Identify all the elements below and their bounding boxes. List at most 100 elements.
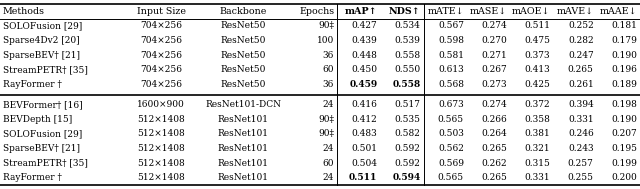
Text: 24: 24 (323, 173, 334, 182)
Text: mAP↑: mAP↑ (345, 7, 378, 16)
Text: 512×1408: 512×1408 (138, 115, 185, 124)
Text: ResNet101: ResNet101 (218, 115, 269, 124)
Text: 0.501: 0.501 (351, 144, 378, 153)
Text: NDS↑: NDS↑ (389, 7, 420, 16)
Text: ResNet101: ResNet101 (218, 144, 269, 153)
Text: 0.207: 0.207 (611, 129, 637, 139)
Text: 0.582: 0.582 (395, 129, 420, 139)
Text: 0.673: 0.673 (438, 100, 464, 109)
Text: 704×256: 704×256 (140, 36, 182, 45)
Text: ResNet101-DCN: ResNet101-DCN (205, 100, 282, 109)
Text: 0.255: 0.255 (568, 173, 594, 182)
Text: 512×1408: 512×1408 (138, 159, 185, 168)
Text: 0.416: 0.416 (351, 100, 378, 109)
Text: 0.273: 0.273 (482, 80, 508, 89)
Text: Methods: Methods (3, 7, 45, 16)
Text: 0.373: 0.373 (525, 50, 550, 60)
Text: 0.321: 0.321 (525, 144, 550, 153)
Text: ResNet50: ResNet50 (221, 50, 266, 60)
Text: 0.196: 0.196 (611, 65, 637, 74)
Text: 0.425: 0.425 (525, 80, 550, 89)
Text: 0.503: 0.503 (438, 129, 464, 139)
Text: 512×1408: 512×1408 (138, 173, 185, 182)
Text: 0.558: 0.558 (395, 50, 420, 60)
Text: mASE↓: mASE↓ (470, 7, 508, 16)
Text: 0.535: 0.535 (395, 115, 420, 124)
Text: 0.381: 0.381 (525, 129, 550, 139)
Text: 0.267: 0.267 (481, 65, 508, 74)
Text: mAAE↓: mAAE↓ (600, 7, 637, 16)
Text: 60: 60 (323, 65, 334, 74)
Text: 512×1408: 512×1408 (138, 129, 185, 139)
Text: ResNet50: ResNet50 (221, 21, 266, 30)
Text: 0.274: 0.274 (481, 100, 508, 109)
Text: 0.459: 0.459 (349, 80, 378, 89)
Text: 0.246: 0.246 (568, 129, 594, 139)
Text: 0.190: 0.190 (611, 115, 637, 124)
Text: ResNet101: ResNet101 (218, 173, 269, 182)
Text: 0.592: 0.592 (395, 144, 420, 153)
Text: 0.517: 0.517 (395, 100, 420, 109)
Text: 0.265: 0.265 (481, 144, 508, 153)
Text: 0.450: 0.450 (351, 65, 378, 74)
Text: 0.266: 0.266 (481, 115, 508, 124)
Text: 0.189: 0.189 (611, 80, 637, 89)
Text: ResNet50: ResNet50 (221, 65, 266, 74)
Text: 0.331: 0.331 (568, 115, 594, 124)
Text: 0.539: 0.539 (395, 36, 420, 45)
Text: ResNet101: ResNet101 (218, 129, 269, 139)
Text: 0.569: 0.569 (438, 159, 464, 168)
Text: 0.271: 0.271 (481, 50, 508, 60)
Text: SparseBEV† [21]: SparseBEV† [21] (3, 144, 80, 153)
Text: 0.594: 0.594 (392, 173, 420, 182)
Text: 0.261: 0.261 (568, 80, 594, 89)
Text: 0.568: 0.568 (438, 80, 464, 89)
Text: 0.190: 0.190 (611, 50, 637, 60)
Text: 0.270: 0.270 (481, 36, 508, 45)
Text: 24: 24 (323, 144, 334, 153)
Text: 36: 36 (323, 50, 334, 60)
Text: 0.581: 0.581 (438, 50, 464, 60)
Text: Input Size: Input Size (137, 7, 186, 16)
Text: 0.439: 0.439 (352, 36, 378, 45)
Text: 0.315: 0.315 (525, 159, 550, 168)
Text: 0.448: 0.448 (351, 50, 378, 60)
Text: 0.592: 0.592 (395, 159, 420, 168)
Text: ResNet50: ResNet50 (221, 36, 266, 45)
Text: 0.511: 0.511 (525, 21, 550, 30)
Text: 0.282: 0.282 (568, 36, 594, 45)
Text: 0.412: 0.412 (352, 115, 378, 124)
Text: StreamPETR† [35]: StreamPETR† [35] (3, 159, 88, 168)
Text: 0.247: 0.247 (568, 50, 594, 60)
Text: 0.567: 0.567 (438, 21, 464, 30)
Text: 0.262: 0.262 (482, 159, 508, 168)
Text: StreamPETR† [35]: StreamPETR† [35] (3, 65, 88, 74)
Text: BEVFormer† [16]: BEVFormer† [16] (3, 100, 83, 109)
Text: 0.475: 0.475 (525, 36, 550, 45)
Text: 0.274: 0.274 (481, 21, 508, 30)
Text: 0.483: 0.483 (352, 129, 378, 139)
Text: 704×256: 704×256 (140, 21, 182, 30)
Text: 0.534: 0.534 (395, 21, 420, 30)
Text: 36: 36 (323, 80, 334, 89)
Text: 0.562: 0.562 (438, 144, 464, 153)
Text: 0.257: 0.257 (568, 159, 594, 168)
Text: 0.565: 0.565 (438, 115, 464, 124)
Text: 0.394: 0.394 (568, 100, 594, 109)
Text: Sparse4Dv2 [20]: Sparse4Dv2 [20] (3, 36, 79, 45)
Text: 0.511: 0.511 (349, 173, 378, 182)
Text: 0.427: 0.427 (352, 21, 378, 30)
Text: 0.613: 0.613 (438, 65, 464, 74)
Text: 0.195: 0.195 (611, 144, 637, 153)
Text: 704×256: 704×256 (140, 50, 182, 60)
Text: Epochs: Epochs (299, 7, 334, 16)
Text: 0.243: 0.243 (568, 144, 594, 153)
Text: 0.331: 0.331 (525, 173, 550, 182)
Text: 60: 60 (323, 159, 334, 168)
Text: SparseBEV† [21]: SparseBEV† [21] (3, 50, 80, 60)
Text: 0.181: 0.181 (611, 21, 637, 30)
Text: 0.179: 0.179 (611, 36, 637, 45)
Text: 0.265: 0.265 (481, 173, 508, 182)
Text: SOLOFusion [29]: SOLOFusion [29] (3, 129, 83, 139)
Text: BEVDepth [15]: BEVDepth [15] (3, 115, 72, 124)
